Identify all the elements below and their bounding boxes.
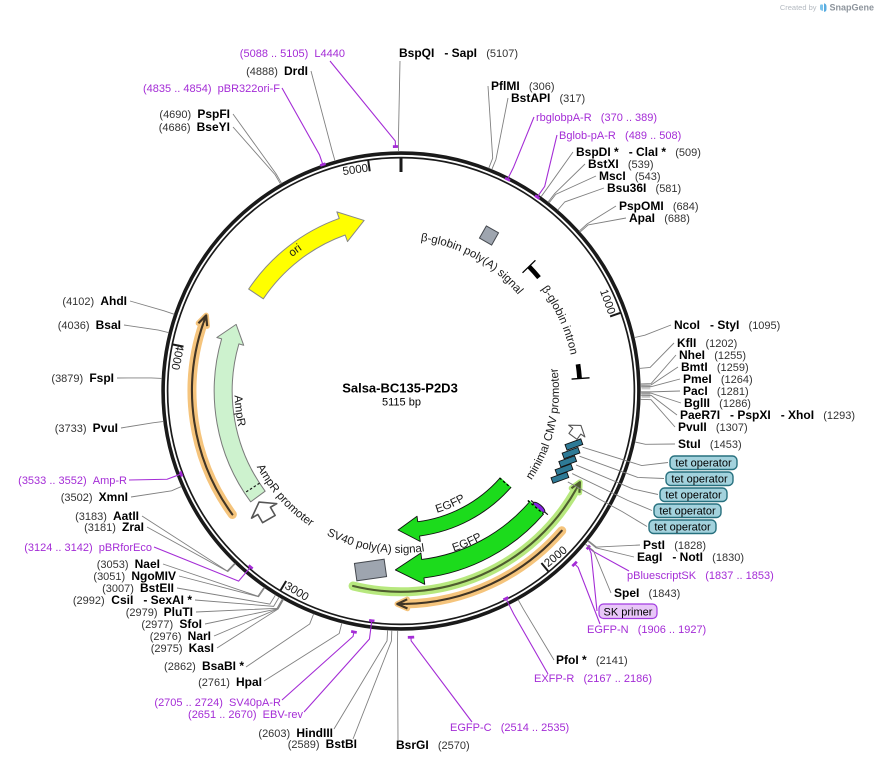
svg-text:(2761) HpaI: (2761) HpaI: [198, 675, 262, 689]
svg-text:rbglobpA-R (370 .. 389): rbglobpA-R (370 .. 389): [536, 112, 657, 124]
svg-text:(4888) DrdI: (4888) DrdI: [246, 64, 308, 78]
svg-text:(2862) BsaBI *: (2862) BsaBI *: [164, 659, 244, 673]
svg-text:(3181) ZraI: (3181) ZraI: [84, 520, 144, 534]
svg-text:pBluescriptSK (1837 .. 1853): pBluescriptSK (1837 .. 1853): [627, 570, 774, 582]
svg-text:(2603) HindIII: (2603) HindIII: [258, 726, 333, 740]
svg-text:(4690) PspFI: (4690) PspFI: [159, 107, 230, 121]
svg-text:StuI (1453): StuI (1453): [678, 437, 742, 451]
svg-text:(4036) BsaI: (4036) BsaI: [58, 318, 121, 332]
svg-text:(3502) XmnI: (3502) XmnI: [61, 490, 128, 504]
svg-text:(3124 .. 3142) pBRforEco: (3124 .. 3142) pBRforEco: [24, 542, 152, 554]
svg-text:NcoI - StyI (1095): NcoI - StyI (1095): [674, 318, 780, 332]
svg-text:(2975) KasI: (2975) KasI: [151, 641, 214, 655]
svg-text:(2705 .. 2724) SV40pA-R: (2705 .. 2724) SV40pA-R: [154, 697, 281, 709]
svg-text:EXFP-R (2167 .. 2186): EXFP-R (2167 .. 2186): [534, 673, 652, 685]
svg-text:tet operator: tet operator: [671, 474, 728, 486]
svg-text:PvuII (1307): PvuII (1307): [678, 420, 748, 434]
svg-text:(5088 .. 5105) L4440: (5088 .. 5105) L4440: [240, 48, 345, 60]
svg-text:5115 bp: 5115 bp: [382, 397, 421, 409]
svg-text:(4102) AhdI: (4102) AhdI: [62, 294, 127, 308]
svg-text:SpeI (1843): SpeI (1843): [614, 586, 680, 600]
svg-text:(3879) FspI: (3879) FspI: [51, 371, 114, 385]
svg-text:EGFP-N (1906 .. 1927): EGFP-N (1906 .. 1927): [587, 624, 706, 636]
svg-text:SnapGene: SnapGene: [830, 3, 875, 13]
svg-text:Created by: Created by: [780, 3, 817, 12]
svg-text:Salsa-BC135-P2D3: Salsa-BC135-P2D3: [342, 381, 458, 396]
svg-text:BspQI - SapI (5107): BspQI - SapI (5107): [399, 46, 518, 60]
svg-text:SK primer: SK primer: [604, 607, 653, 619]
svg-text:Bglob-pA-R (489 .. 508): Bglob-pA-R (489 .. 508): [559, 130, 681, 142]
svg-text:BsrGI (2570): BsrGI (2570): [396, 738, 470, 752]
svg-text:tet operator: tet operator: [654, 522, 711, 534]
svg-text:(2651 .. 2670) EBV-rev: (2651 .. 2670) EBV-rev: [188, 709, 303, 721]
svg-text:(2589) BstBI: (2589) BstBI: [288, 737, 357, 751]
svg-text:(4686) BseYI: (4686) BseYI: [159, 120, 230, 134]
svg-text:tet operator: tet operator: [675, 458, 732, 470]
svg-text:EagI - NotI (1830): EagI - NotI (1830): [637, 550, 744, 564]
svg-text:(3733) PvuI: (3733) PvuI: [55, 421, 118, 435]
svg-text:ApaI (688): ApaI (688): [629, 211, 690, 225]
svg-text:EGFP-C (2514 .. 2535): EGFP-C (2514 .. 2535): [450, 722, 569, 734]
svg-text:Bsu36I (581): Bsu36I (581): [607, 181, 681, 195]
svg-text:(4835 .. 4854) pBR322ori-F: (4835 .. 4854) pBR322ori-F: [143, 83, 280, 95]
svg-text:tet operator: tet operator: [659, 506, 716, 518]
svg-text:PfoI * (2141): PfoI * (2141): [556, 653, 628, 667]
svg-text:BstAPI (317): BstAPI (317): [511, 91, 585, 105]
svg-text:(3533 .. 3552) Amp-R: (3533 .. 3552) Amp-R: [18, 475, 127, 487]
svg-text:tet operator: tet operator: [665, 490, 722, 502]
